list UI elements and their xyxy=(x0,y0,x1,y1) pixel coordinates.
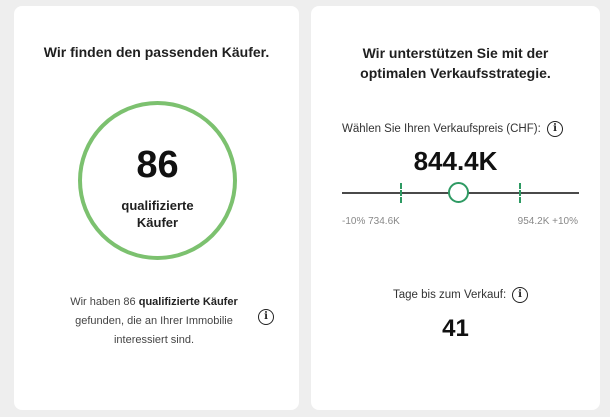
buyers-label-line1: qualifizierte xyxy=(121,198,194,213)
days-value: 41 xyxy=(442,315,469,342)
buyers-note: Wir haben 86 qualifizierte Käufer gefund… xyxy=(54,293,254,350)
buyers-card-title: Wir finden den passenden Käufer. xyxy=(43,44,270,60)
slider-max-marker xyxy=(519,183,521,203)
range-max-label: 954.2K +10% xyxy=(517,216,578,227)
buyers-label-line2: Käufer xyxy=(136,215,179,230)
buyers-note-bold: qualifizierte Käufer xyxy=(138,296,238,308)
buyers-label: qualifizierte Käufer xyxy=(82,197,233,231)
strategy-card: Wir unterstützen Sie mit der optimalen V… xyxy=(311,6,600,410)
strategy-title-line1: Wir unterstützen Sie mit der xyxy=(362,45,549,61)
info-icon[interactable]: i xyxy=(258,309,274,325)
days-label: Tage bis zum Verkauf: xyxy=(393,289,507,301)
buyers-card: Wir finden den passenden Käufer. 86 qual… xyxy=(14,6,299,410)
range-min-label: -10% 734.6K xyxy=(342,216,400,227)
price-info-icon[interactable]: i xyxy=(547,121,563,137)
price-slider-handle[interactable] xyxy=(448,182,469,203)
buyers-count: 86 xyxy=(136,144,179,186)
buyers-note-suffix: gefunden, die an Ihrer Immobilie interes… xyxy=(75,315,233,346)
days-info-icon[interactable]: i xyxy=(512,287,528,303)
strategy-title-line2: optimalen Verkaufsstrategie. xyxy=(360,65,551,81)
strategy-card-title: Wir unterstützen Sie mit der optimalen V… xyxy=(311,43,600,83)
price-prompt: Wählen Sie Ihren Verkaufspreis (CHF): xyxy=(342,123,541,135)
price-value: 844.4K xyxy=(413,146,498,176)
buyers-ring: 86 qualifizierte Käufer xyxy=(78,101,237,260)
slider-min-marker xyxy=(400,183,402,203)
buyers-note-prefix: Wir haben 86 xyxy=(70,296,139,308)
